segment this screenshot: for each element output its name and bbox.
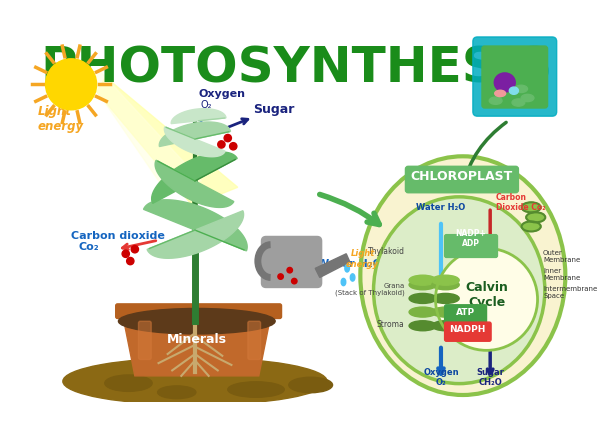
Ellipse shape — [118, 309, 275, 334]
Text: Intermembrane
Space: Intermembrane Space — [543, 286, 597, 299]
Ellipse shape — [512, 99, 525, 106]
Text: Stroma: Stroma — [377, 320, 404, 329]
Text: Sugar: Sugar — [253, 103, 295, 115]
Text: Thylakoid: Thylakoid — [368, 247, 404, 256]
Ellipse shape — [105, 375, 152, 392]
Ellipse shape — [495, 90, 506, 96]
Ellipse shape — [432, 275, 459, 285]
Text: NADPH: NADPH — [449, 325, 485, 334]
Text: Minerals: Minerals — [167, 333, 227, 346]
Text: Carbon dioxide: Carbon dioxide — [71, 231, 165, 241]
FancyBboxPatch shape — [116, 304, 281, 318]
Text: Inner
Membrane: Inner Membrane — [543, 268, 580, 281]
Text: Water H₂O: Water H₂O — [317, 259, 382, 269]
Text: NADP+
ADP: NADP+ ADP — [455, 229, 487, 248]
Polygon shape — [155, 160, 234, 208]
Polygon shape — [97, 77, 238, 205]
Circle shape — [278, 274, 283, 279]
Ellipse shape — [158, 386, 196, 399]
Text: Sugar
CH₂O: Sugar CH₂O — [476, 368, 504, 387]
FancyBboxPatch shape — [139, 321, 151, 360]
Text: Oxygen: Oxygen — [199, 89, 245, 99]
FancyBboxPatch shape — [445, 234, 497, 257]
FancyBboxPatch shape — [473, 37, 557, 116]
Ellipse shape — [374, 197, 545, 384]
FancyBboxPatch shape — [248, 321, 260, 360]
Circle shape — [127, 257, 134, 265]
Ellipse shape — [432, 307, 459, 317]
Text: Outer
Membrane: Outer Membrane — [543, 250, 580, 263]
Polygon shape — [152, 152, 237, 203]
Polygon shape — [315, 254, 350, 277]
Text: O₂: O₂ — [200, 100, 212, 110]
Text: ATP: ATP — [456, 308, 475, 317]
Ellipse shape — [350, 274, 355, 281]
Text: Grana
(Stack of Thylakoid): Grana (Stack of Thylakoid) — [335, 283, 404, 296]
Ellipse shape — [289, 377, 332, 393]
Text: Light
energy: Light energy — [346, 249, 379, 269]
Polygon shape — [159, 122, 230, 147]
Circle shape — [46, 59, 97, 110]
FancyBboxPatch shape — [262, 237, 322, 288]
Ellipse shape — [361, 156, 565, 395]
Circle shape — [436, 248, 538, 350]
Ellipse shape — [228, 382, 284, 397]
FancyBboxPatch shape — [445, 305, 487, 324]
Polygon shape — [164, 127, 225, 157]
FancyBboxPatch shape — [406, 166, 518, 193]
Ellipse shape — [345, 265, 349, 272]
Polygon shape — [143, 200, 247, 251]
Circle shape — [122, 250, 130, 257]
Circle shape — [292, 278, 297, 284]
Text: Oxygen
O₂: Oxygen O₂ — [423, 368, 459, 387]
Ellipse shape — [509, 87, 518, 94]
Ellipse shape — [432, 321, 459, 331]
FancyBboxPatch shape — [445, 322, 491, 341]
Ellipse shape — [409, 307, 436, 317]
Text: Carbon
Dioxide Co₂: Carbon Dioxide Co₂ — [496, 193, 545, 212]
Text: PHOTOSYNTHESIS: PHOTOSYNTHESIS — [41, 44, 553, 92]
Ellipse shape — [489, 97, 502, 104]
Polygon shape — [91, 72, 202, 190]
Ellipse shape — [409, 275, 436, 285]
Ellipse shape — [409, 321, 436, 331]
Polygon shape — [122, 312, 272, 376]
Circle shape — [224, 134, 232, 142]
Ellipse shape — [409, 280, 436, 290]
Ellipse shape — [341, 278, 346, 286]
Ellipse shape — [515, 85, 527, 93]
Ellipse shape — [521, 221, 541, 232]
Text: Co₂: Co₂ — [79, 242, 99, 252]
FancyBboxPatch shape — [482, 46, 548, 108]
Ellipse shape — [521, 203, 541, 212]
Ellipse shape — [432, 280, 459, 290]
Circle shape — [218, 141, 225, 148]
Polygon shape — [147, 211, 244, 258]
Ellipse shape — [521, 94, 534, 101]
Ellipse shape — [409, 293, 436, 304]
Circle shape — [287, 267, 292, 273]
Ellipse shape — [526, 212, 545, 222]
Text: Light
energy: Light energy — [37, 105, 83, 133]
Text: CHLOROPLAST: CHLOROPLAST — [411, 170, 513, 183]
Polygon shape — [171, 109, 226, 124]
Ellipse shape — [63, 358, 327, 405]
Ellipse shape — [432, 293, 459, 304]
Circle shape — [230, 143, 237, 150]
Ellipse shape — [494, 73, 515, 92]
Text: Water H₂O: Water H₂O — [416, 203, 466, 212]
Text: Calvin
Cycle: Calvin Cycle — [465, 281, 508, 309]
Circle shape — [131, 245, 139, 253]
